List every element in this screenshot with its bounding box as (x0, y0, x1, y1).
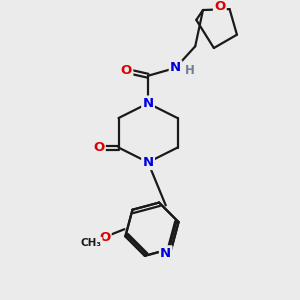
Text: O: O (93, 141, 104, 154)
Text: O: O (214, 0, 226, 14)
Text: H: H (184, 64, 194, 77)
Text: O: O (121, 64, 132, 77)
Text: O: O (99, 231, 110, 244)
Text: N: N (170, 61, 181, 74)
Text: CH₃: CH₃ (80, 238, 101, 248)
Text: N: N (142, 97, 154, 110)
Text: N: N (160, 247, 171, 260)
Text: N: N (142, 156, 154, 169)
